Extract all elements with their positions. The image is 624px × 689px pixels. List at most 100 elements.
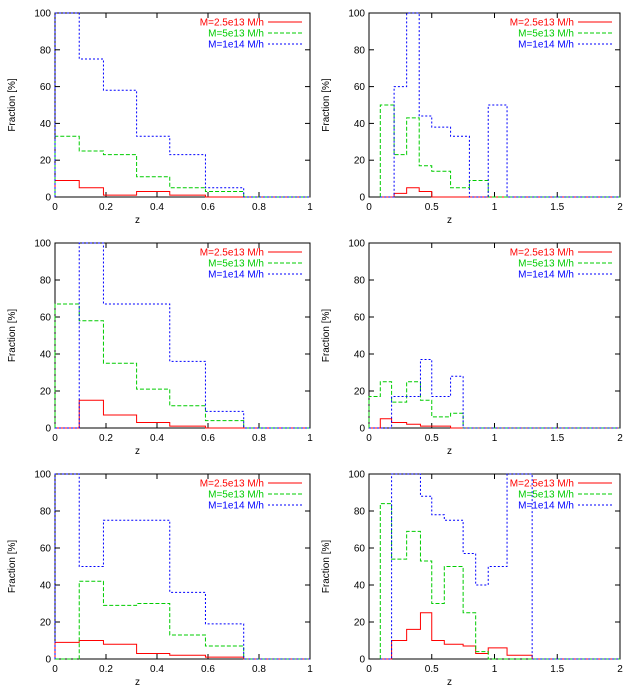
x-axis-label: z bbox=[135, 215, 140, 226]
legend-label-2: M=5e13 M/h bbox=[208, 259, 264, 270]
series-line-1 bbox=[380, 187, 620, 198]
legend-label-3: M=1e14 M/h bbox=[518, 501, 574, 512]
y-axis-label: Fraction [%] bbox=[7, 309, 18, 363]
y-tick-label: 40 bbox=[40, 581, 52, 592]
y-tick-label: 0 bbox=[359, 655, 365, 666]
x-tick-label: 0.8 bbox=[252, 433, 266, 444]
x-tick-label: 0 bbox=[366, 433, 372, 444]
x-axis-label: z bbox=[447, 677, 452, 688]
x-tick-label: 0.2 bbox=[99, 202, 113, 213]
chart-panel-3: 0 20 40 60 80 100 0 0.2 0.4 0.6 0.8 1 z Fraction [%] M… bbox=[7, 239, 313, 458]
x-tick-label: 1 bbox=[307, 433, 313, 444]
x-tick-label: 1.5 bbox=[550, 433, 564, 444]
y-tick-label: 40 bbox=[40, 119, 52, 130]
series-line-2 bbox=[55, 580, 310, 660]
y-tick-label: 100 bbox=[34, 239, 51, 250]
series-line-2 bbox=[54, 135, 310, 198]
y-tick-label: 40 bbox=[354, 581, 366, 592]
x-tick-label: 0 bbox=[52, 433, 58, 444]
y-tick-label: 0 bbox=[45, 655, 51, 666]
x-tick-label: 1 bbox=[307, 202, 313, 213]
y-tick-label: 80 bbox=[354, 276, 366, 287]
y-tick-label: 60 bbox=[40, 313, 52, 324]
plot-frame bbox=[368, 242, 621, 429]
legend-label-1: M=2.5e13 M/h bbox=[510, 479, 574, 490]
y-tick-label: 60 bbox=[354, 313, 366, 324]
x-tick-label: 0.2 bbox=[99, 433, 113, 444]
x-tick-label: 0.5 bbox=[425, 433, 439, 444]
x-tick-label: 0 bbox=[52, 664, 58, 675]
x-axis-label: z bbox=[135, 677, 140, 688]
legend-label-3: M=1e14 M/h bbox=[208, 501, 264, 512]
legend-label-1: M=2.5e13 M/h bbox=[510, 248, 574, 259]
x-tick-label: 1 bbox=[492, 202, 498, 213]
x-tick-label: 0 bbox=[52, 202, 58, 213]
x-tick-label: 0.8 bbox=[252, 664, 266, 675]
x-tick-label: 2 bbox=[617, 433, 623, 444]
y-tick-label: 40 bbox=[40, 350, 52, 361]
chart-panel-1: 0 20 40 60 80 100 0 0.2 0.4 0.6 0.8 1 z Fraction [%] M… bbox=[7, 9, 313, 227]
legend-label-3: M=1e14 M/h bbox=[518, 270, 574, 281]
y-tick-label: 100 bbox=[34, 470, 51, 481]
y-axis-label: Fraction [%] bbox=[7, 540, 18, 594]
y-tick-label: 20 bbox=[354, 156, 366, 167]
series-line-3 bbox=[380, 12, 620, 198]
y-tick-label: 80 bbox=[40, 45, 52, 56]
plot-frame bbox=[54, 473, 311, 660]
series-line-3 bbox=[54, 12, 310, 198]
legend-label-1: M=2.5e13 M/h bbox=[200, 479, 264, 490]
legend-label-3: M=1e14 M/h bbox=[518, 40, 574, 51]
legend-label-1: M=2.5e13 M/h bbox=[200, 248, 264, 259]
series-line-3 bbox=[54, 473, 310, 660]
y-tick-label: 20 bbox=[354, 387, 366, 398]
legend-label-3: M=1e14 M/h bbox=[208, 270, 264, 281]
y-tick-label: 80 bbox=[40, 507, 52, 518]
x-tick-label: 2 bbox=[617, 202, 623, 213]
y-tick-label: 60 bbox=[354, 82, 366, 93]
series-line-1 bbox=[55, 399, 310, 429]
x-tick-label: 2 bbox=[617, 664, 623, 675]
y-tick-label: 80 bbox=[40, 276, 52, 287]
y-tick-label: 20 bbox=[354, 618, 366, 629]
y-axis-label: Fraction [%] bbox=[321, 78, 332, 132]
y-axis-label: Fraction [%] bbox=[321, 540, 332, 594]
y-tick-label: 40 bbox=[354, 350, 366, 361]
series-line-2 bbox=[379, 104, 620, 198]
legend-label-1: M=2.5e13 M/h bbox=[200, 18, 264, 29]
y-tick-label: 0 bbox=[45, 424, 51, 435]
legend-label-2: M=5e13 M/h bbox=[208, 490, 264, 501]
y-tick-label: 80 bbox=[354, 507, 366, 518]
x-axis-label: z bbox=[447, 215, 452, 226]
x-tick-label: 0.4 bbox=[150, 433, 164, 444]
y-tick-label: 20 bbox=[40, 618, 52, 629]
x-tick-label: 0.2 bbox=[99, 664, 113, 675]
x-tick-label: 1 bbox=[307, 664, 313, 675]
x-axis-label: z bbox=[135, 446, 140, 457]
x-tick-label: 0.6 bbox=[201, 664, 215, 675]
legend-label-2: M=5e13 M/h bbox=[518, 490, 574, 501]
y-tick-label: 100 bbox=[348, 470, 365, 481]
legend-label-2: M=5e13 M/h bbox=[518, 259, 574, 270]
chart-panel-5: 0 20 40 60 80 100 0 0.2 0.4 0.6 0.8 1 z Fraction [%] M… bbox=[7, 470, 313, 689]
y-tick-label: 60 bbox=[40, 544, 52, 555]
x-tick-label: 0.4 bbox=[150, 202, 164, 213]
legend-label-3: M=1e14 M/h bbox=[208, 40, 264, 51]
y-tick-label: 80 bbox=[354, 45, 366, 56]
legend-label-1: M=2.5e13 M/h bbox=[510, 18, 574, 29]
series-line-1 bbox=[54, 179, 310, 198]
y-tick-label: 100 bbox=[348, 9, 365, 20]
y-tick-label: 60 bbox=[40, 82, 52, 93]
x-tick-label: 1 bbox=[492, 433, 498, 444]
plot-frame bbox=[54, 12, 311, 198]
series-line-2 bbox=[379, 503, 620, 660]
x-tick-label: 0.8 bbox=[252, 202, 266, 213]
x-tick-label: 1 bbox=[492, 664, 498, 675]
x-tick-label: 0.6 bbox=[201, 433, 215, 444]
x-tick-label: 0.4 bbox=[150, 664, 164, 675]
x-tick-label: 0 bbox=[366, 202, 372, 213]
x-tick-label: 0.5 bbox=[425, 664, 439, 675]
x-tick-label: 0.6 bbox=[201, 202, 215, 213]
plot-frame bbox=[368, 12, 621, 198]
series-line-3 bbox=[380, 473, 620, 660]
